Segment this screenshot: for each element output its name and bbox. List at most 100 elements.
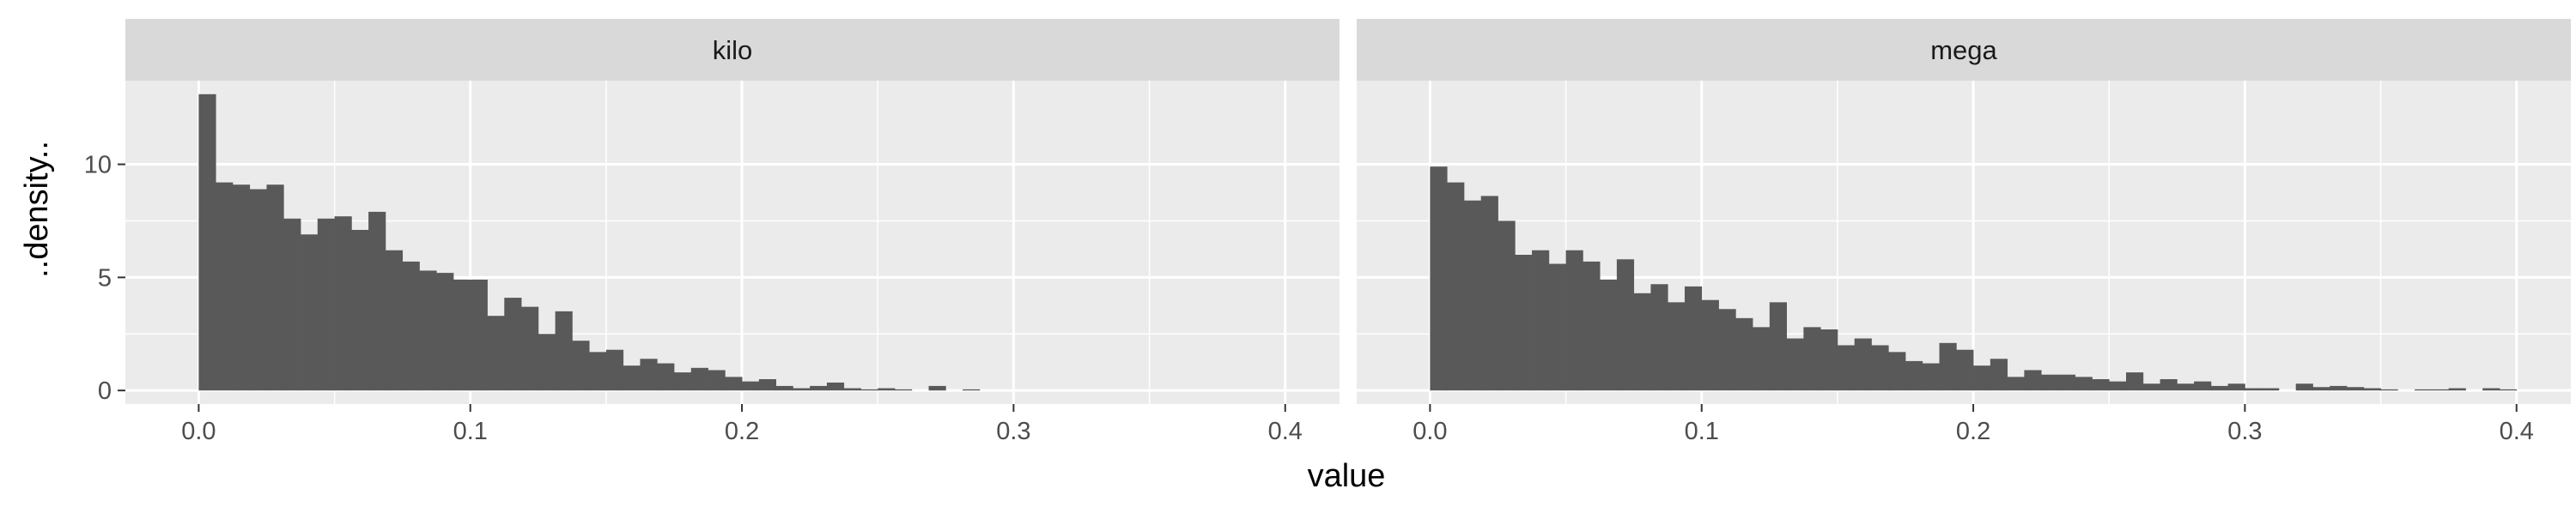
histogram-bar [928,385,946,391]
histogram-bar [589,352,607,391]
x-tick-label: 0.2 [1956,418,1990,445]
histogram-bar [521,306,539,391]
histogram-bar [843,388,861,391]
histogram-bar [2347,387,2365,391]
histogram-bar [2126,372,2144,391]
histogram-bar [810,385,828,391]
histogram-bar [708,370,726,391]
histogram-bar [793,388,811,391]
histogram-bar [470,280,488,391]
histogram-bar [1786,338,1804,391]
histogram-bar [1583,261,1601,391]
x-tick-label: 0.1 [453,418,488,445]
histogram-bar [368,211,386,391]
histogram-bar [572,341,590,391]
y-tick-label: 10 [84,152,112,179]
histogram-bar [2194,381,2212,391]
histogram-bar [419,270,437,391]
histogram-bar [1463,200,1482,391]
histogram-bar [1650,284,1668,391]
histogram-bar [1548,263,1566,391]
histogram-bar [1430,166,1448,391]
histogram-bar [2499,389,2518,391]
x-tick-label: 0.3 [2227,418,2262,445]
histogram-bar [1616,259,1635,391]
histogram-bar [2330,385,2348,391]
histogram-bar [2024,370,2042,391]
x-axis-title: value [1308,458,1386,494]
histogram-bar [758,379,777,391]
histogram-bar [1854,338,1872,391]
histogram-bar [1735,317,1753,391]
histogram-bar [2295,383,2313,391]
histogram-bar [2160,379,2178,391]
x-tick-label: 0.4 [1268,418,1303,445]
histogram-bar [1532,250,1550,391]
histogram-bar [453,280,471,391]
histogram-bar [1939,342,1957,391]
histogram-bar [2262,388,2280,391]
histogram-bar [504,298,522,391]
histogram-bar [1956,349,1974,391]
histogram-bar [2177,383,2195,391]
histogram-bar [2041,374,2059,391]
histogram-bar [1633,293,1651,391]
histogram-bar [623,365,641,391]
histogram-bar [402,261,420,391]
histogram-bar [198,94,216,391]
histogram-bar [2415,389,2433,391]
histogram-bar [1447,182,1465,391]
facet-panel-mega: mega 0.0 0.1 0.2 0.3 0.4 [1357,19,2571,445]
histogram-bar [2380,389,2398,391]
histogram-bar [301,234,319,391]
histogram-bar [2057,374,2076,391]
histogram-bar [963,389,981,391]
histogram-bar [1871,345,1889,391]
histogram-bar [860,389,878,391]
y-axis-title: ..density.. [19,141,55,278]
histogram-bar [605,349,624,391]
histogram-bar [1600,280,1618,391]
histogram-bar [1973,365,1991,391]
histogram-bar [725,377,743,391]
histogram-bar [1820,329,1838,391]
histogram-bar [232,184,251,391]
histogram-bar [2431,389,2450,391]
histogram-bar [1753,327,1771,391]
x-tick-label: 0.0 [1413,418,1447,445]
x-tick-label: 0.4 [2500,418,2534,445]
histogram-bar [2142,383,2160,391]
histogram-bar [775,385,793,391]
histogram-bar [1701,299,1719,391]
histogram-bar [283,218,301,391]
x-tick-label: 0.1 [1685,418,1719,445]
histogram-bar [216,182,234,391]
histogram-bar [2092,379,2110,391]
histogram-bar [1769,302,1787,391]
x-tick-label: 0.0 [181,418,216,445]
histogram-bar [555,311,573,391]
facet-strip [125,19,1340,81]
histogram-bar [2245,388,2263,391]
histogram-bar [878,388,896,391]
facet-strip-label: mega [1930,35,1997,65]
histogram-bar [690,367,708,391]
histogram-bar [1905,360,1923,391]
y-tick-label: 0 [98,377,112,405]
histogram-bar [487,316,505,391]
histogram-bar [895,389,913,391]
histogram-bar [1684,286,1703,391]
histogram-bar [1515,255,1533,391]
histogram-bar [1990,359,2008,391]
histogram-bar [538,334,556,391]
histogram-bar [1498,220,1516,391]
histogram-bar [436,273,454,391]
histogram-bar [640,359,658,391]
histogram-bar [673,372,692,391]
histogram-bar [1718,309,1736,391]
histogram-bar [2109,381,2127,391]
histogram-bar [742,381,760,391]
histogram-bar [2482,388,2500,391]
facet-strip-label: kilo [713,35,753,65]
